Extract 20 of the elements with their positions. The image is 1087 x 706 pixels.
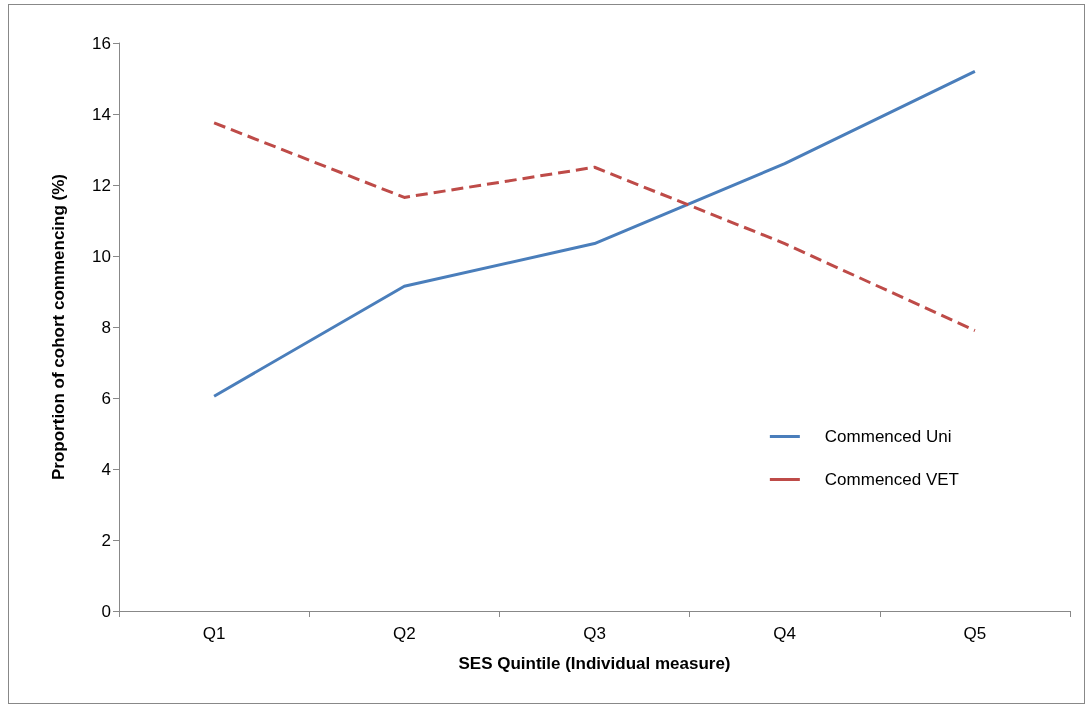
line-series	[212, 121, 977, 333]
y-tick-label: 2	[101, 530, 111, 550]
y-tick-label: 12	[92, 175, 111, 195]
x-axis-title: SES Quintile (Individual measure)	[458, 654, 731, 673]
y-axis-title: Proportion of cohort commencing (%)	[49, 174, 68, 480]
x-tick-label: Q4	[773, 624, 797, 643]
x-tick-label: Q2	[392, 624, 416, 643]
y-tick-label: 8	[101, 317, 111, 337]
x-tick-label: Q5	[963, 624, 987, 643]
y-tick-label: 16	[92, 33, 111, 53]
y-tick-label: 4	[101, 459, 111, 479]
legend-label: Commenced Uni	[824, 427, 952, 446]
line-series	[212, 69, 977, 398]
x-tick-label: Q3	[583, 624, 606, 643]
y-tick-label: 6	[101, 388, 111, 408]
x-tick-label: Q1	[202, 624, 226, 643]
legend-label: Commenced VET	[824, 470, 960, 489]
y-tick-label: 10	[92, 246, 111, 266]
y-tick-label: 0	[101, 601, 111, 621]
y-tick-label: 14	[92, 104, 111, 124]
